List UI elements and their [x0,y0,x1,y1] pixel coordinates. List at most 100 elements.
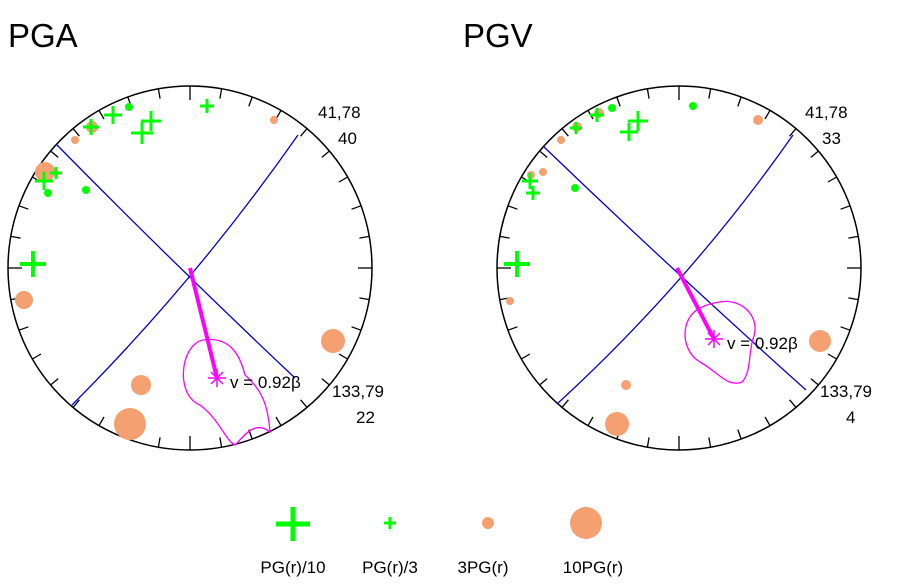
dot-marker [82,186,90,194]
plus-marker [620,123,638,141]
stereonet-tick [50,378,59,386]
stereonet-tick [359,297,370,301]
stereonet-tick [810,378,819,386]
legend-label-4: 10PG(r) [563,558,623,577]
legend: PG(r)/10 PG(r)/3 3PG(r) 10PG(r) [260,507,623,577]
stereonet-tick [789,128,797,137]
stereonet-tick [275,416,282,426]
pgv-plane1-value: 33 [822,129,841,148]
dot-marker [689,102,697,110]
pgv-velocity-label: v = 0.92β [727,334,798,353]
circle-marker [557,136,565,144]
legend-small-plus-marker [384,517,396,529]
stereonet-tick [616,96,621,107]
circle-marker [753,115,763,125]
pga-nodal-plane-1 [55,143,296,379]
plus-marker [20,251,46,277]
stereonet-tick [72,399,80,408]
legend-label-3: 3PG(r) [458,558,509,577]
pga-rupture-contour [182,338,271,446]
stereonet-tick [539,378,548,386]
stereonet-tick [561,128,569,137]
stereonet-tick [359,235,370,239]
stereonet-tick [219,437,223,448]
stereonet-tick [98,416,105,426]
stereonet-tick [708,88,712,99]
stereonet-tick [50,150,59,158]
pgv-dot-markers [571,102,697,192]
pgv-stereonet-ticks [497,86,861,450]
pgv-nodal-plane-2 [556,134,794,405]
circle-marker [15,291,33,309]
stereonet-tick [18,326,29,331]
pga-plane2-label: 133,79 [332,382,384,401]
stereonet-tick [848,235,859,239]
stereonet-tick [708,437,712,448]
plus-marker [131,122,153,144]
pgv-plus-markers [504,108,648,277]
stereonet-tick [321,378,330,386]
stereonet-tick [587,416,594,426]
plus-marker [83,119,99,135]
plus-marker [35,172,53,190]
stereonet-tick [351,205,362,210]
pga-nodal-plane-2 [71,134,299,406]
pga-plane1-label: 41,78 [318,103,361,122]
legend-large-plus-marker [276,507,310,541]
stereonet-tick [561,399,569,408]
stereonet-tick [764,416,771,426]
pgv-stereonet-circle [496,85,862,451]
dot-marker [571,184,579,192]
stereonet-tick [810,150,819,158]
stereonet-tick [72,128,80,137]
circle-marker [621,380,631,390]
stereonet-tick [321,150,330,158]
stereonet-tick [507,205,518,210]
circle-marker [605,412,629,436]
stereonet-tick [737,429,742,440]
stereonet-tick [848,297,859,301]
plus-marker [104,106,122,124]
plus-marker [141,111,161,131]
stereonet-tick [499,235,510,239]
pgv-rupture-contour [684,300,756,384]
plus-marker [628,111,648,131]
pga-velocity-asterisk [208,369,226,387]
plus-marker [504,251,530,277]
pgv-velocity-asterisk [705,330,723,348]
legend-label-2: PG(r)/3 [362,558,418,577]
stereonet-tick [300,399,308,408]
stereonet-tick [827,353,837,360]
pga-stereonet-circle [7,85,373,451]
plus-marker [526,186,540,200]
stereonet-tick [157,88,161,99]
circle-marker [321,329,345,353]
pga-panel: PGA v = 0.92β [7,17,384,451]
circle-marker [506,297,514,305]
pga-dot-markers [44,103,133,197]
stereonet-tick [300,128,308,137]
circle-marker [71,136,79,144]
plus-marker [590,108,604,122]
stereonet-tick [507,326,518,331]
pga-plus-markers [20,99,214,277]
stereonet-tick [764,110,771,120]
circle-marker [131,375,151,395]
legend-small-circle-marker [482,517,494,529]
dot-marker [125,103,133,111]
pgv-plane2-value: 4 [846,408,855,427]
plus-marker [50,167,62,179]
stereonet-tick [840,326,851,331]
stereonet-tick [646,88,650,99]
plus-marker [200,99,214,113]
pga-plane2-value: 22 [356,408,375,427]
stereonet-tick [789,399,797,408]
pgv-panel: PGV v = 0.92β [463,17,872,451]
stereonet-tick [18,205,29,210]
stereonet-tick [98,110,105,120]
plus-marker [522,173,538,189]
stereonet-tick [248,96,253,107]
circle-marker [809,330,831,352]
circle-marker [539,168,547,176]
